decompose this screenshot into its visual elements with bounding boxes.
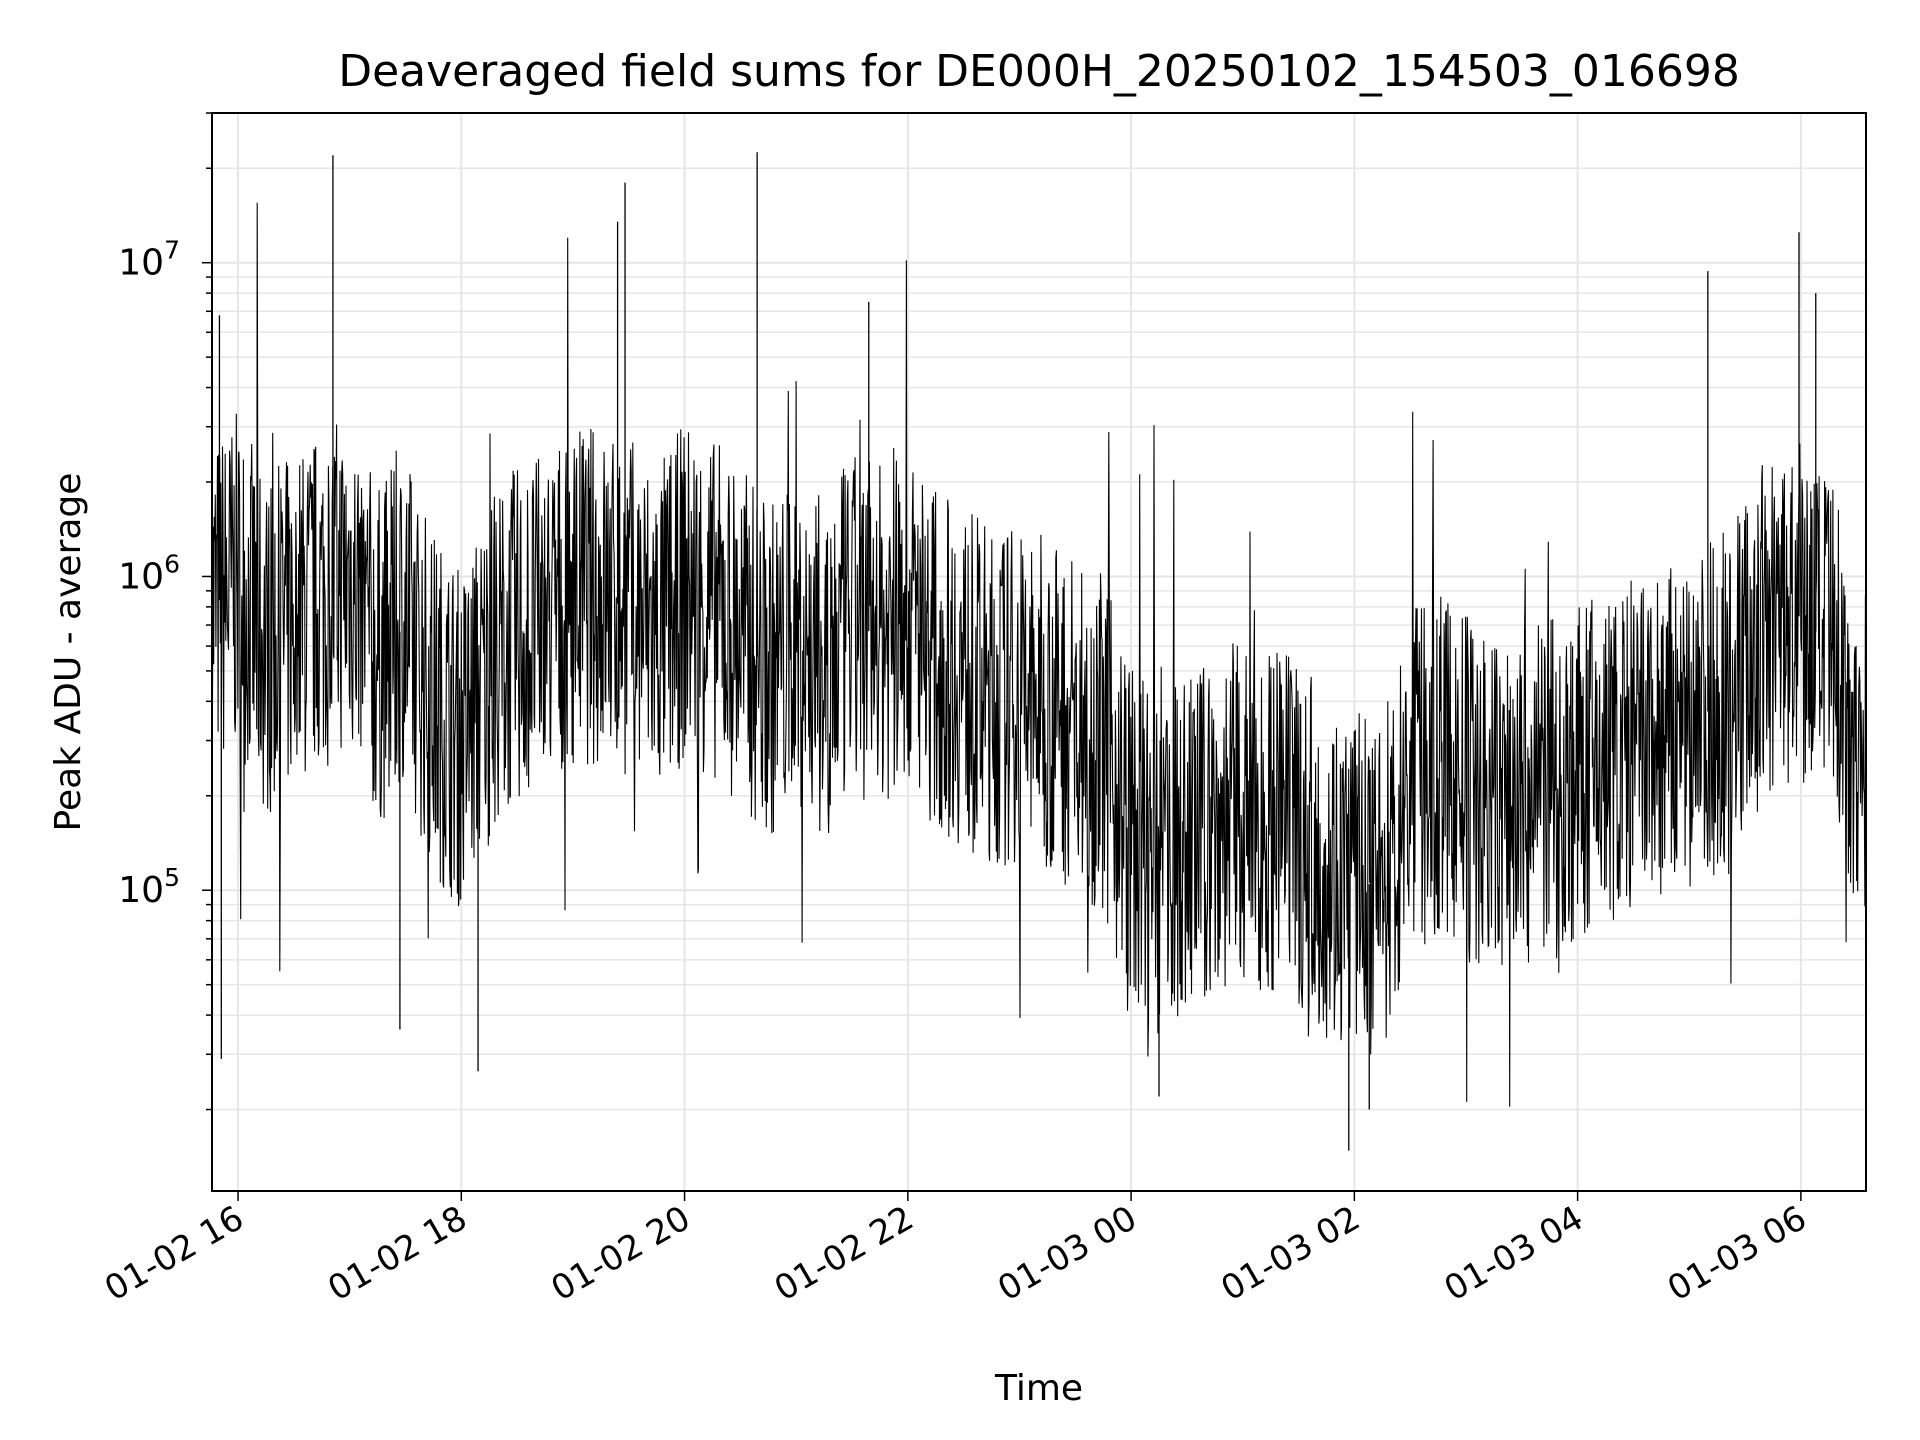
- chart-title: Deaveraged field sums for DE000H_2025010…: [338, 46, 1740, 97]
- x-axis-label: Time: [994, 1368, 1083, 1409]
- y-tick-label: 106: [118, 549, 180, 597]
- series-layer: [211, 152, 1867, 1151]
- y-tick-label: 105: [118, 863, 180, 911]
- y-tick-label: 107: [118, 236, 180, 284]
- series-line: [211, 202, 1867, 1107]
- plot-frame: [211, 112, 1867, 1192]
- y-axis-label: Peak ADU - average: [48, 473, 89, 832]
